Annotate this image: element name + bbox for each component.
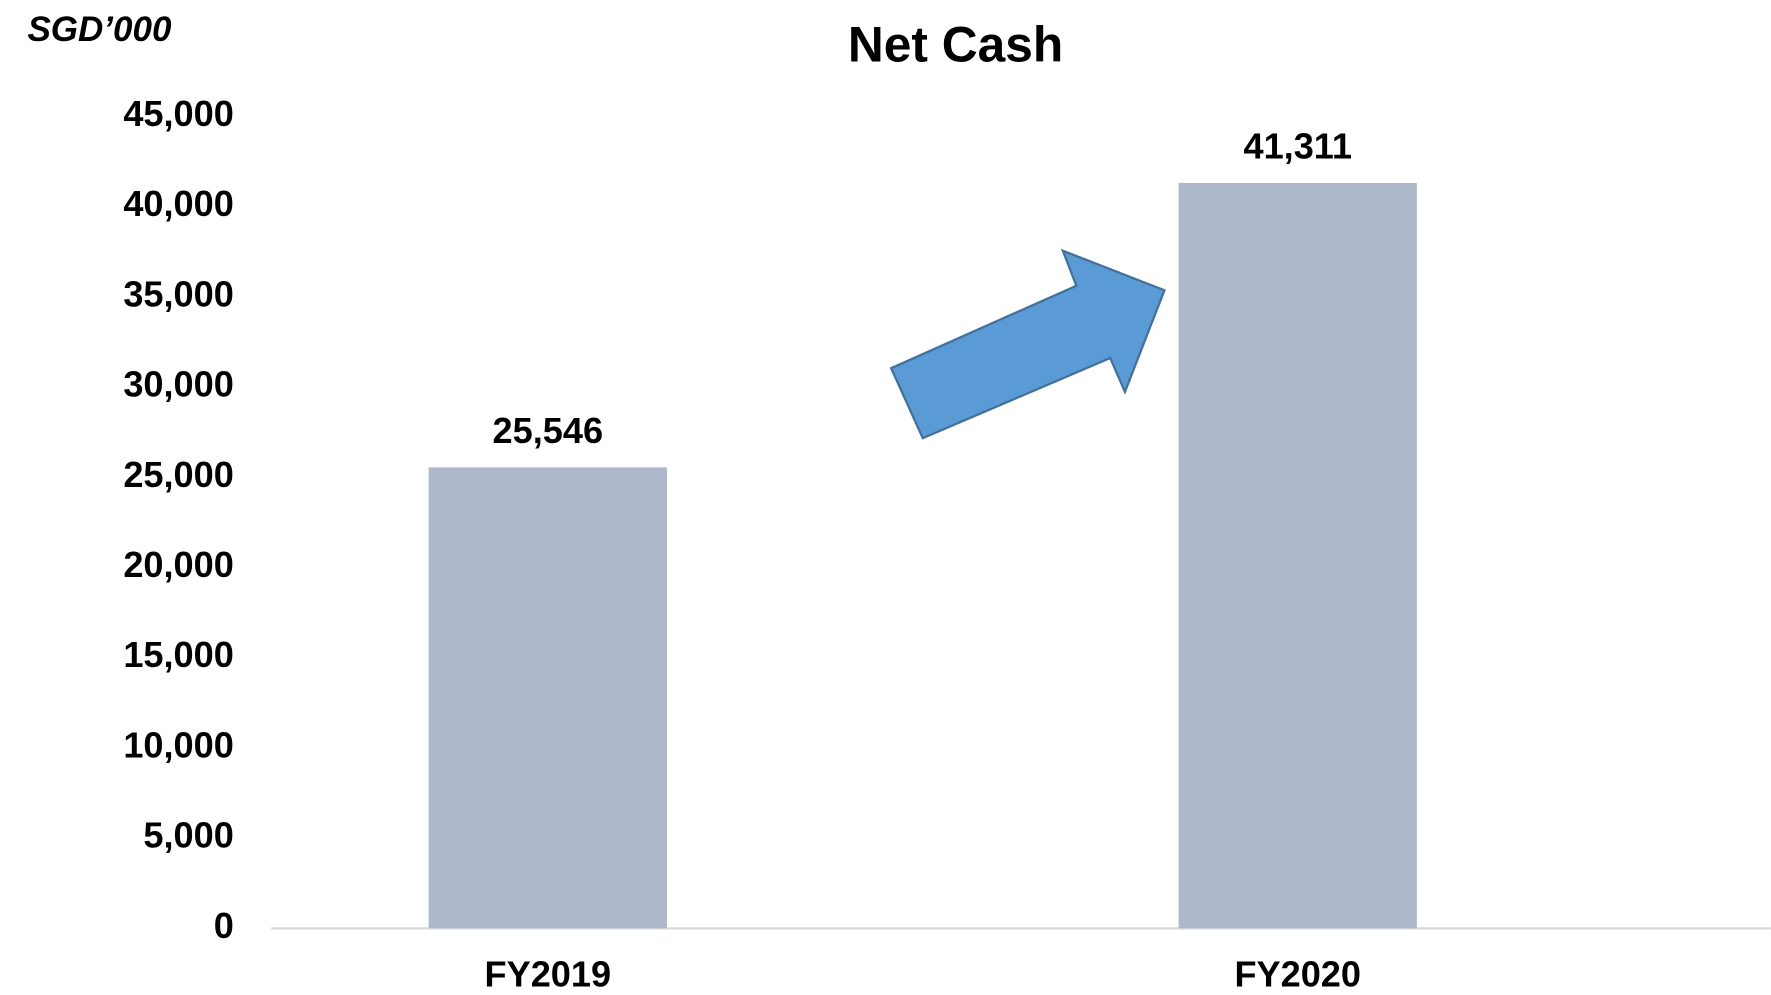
data-label: 25,546 <box>493 410 604 451</box>
bar <box>1178 182 1417 929</box>
y-tick-label: 15,000 <box>123 634 233 675</box>
y-tick-label: 35,000 <box>123 273 233 314</box>
y-tick-label: 45,000 <box>123 93 233 134</box>
y-axis-unit: SGD’000 <box>27 10 171 49</box>
y-tick-label: 10,000 <box>123 724 233 765</box>
y-tick-label: 0 <box>214 905 234 946</box>
x-tick-label: FY2020 <box>1234 953 1361 994</box>
y-tick-label: 25,000 <box>123 454 233 495</box>
x-tick-label: FY2019 <box>485 953 612 994</box>
y-tick-label: 20,000 <box>123 544 233 585</box>
trend-arrow <box>889 248 1166 440</box>
data-label: 41,311 <box>1243 126 1352 167</box>
y-tick-label: 5,000 <box>143 815 233 856</box>
y-tick-label: 40,000 <box>123 183 233 224</box>
y-tick-label: 30,000 <box>123 364 233 405</box>
chart-title: Net Cash <box>848 17 1063 73</box>
bar <box>428 467 667 929</box>
